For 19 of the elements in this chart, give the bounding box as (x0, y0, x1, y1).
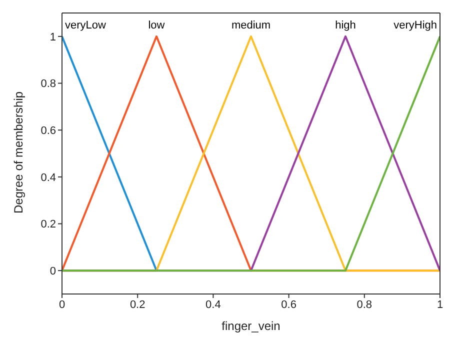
y-tick-label: 0.2 (40, 218, 56, 231)
y-tick-label: 0.4 (40, 172, 56, 184)
y-tick-label: 0.6 (40, 124, 56, 137)
y-tick-label: 1 (50, 31, 56, 44)
series-label: veryHigh (394, 19, 437, 32)
y-tick-label: 0 (50, 265, 56, 278)
series-label: medium (231, 19, 271, 32)
x-tick-label: 0 (58, 298, 66, 311)
x-tick-label: 0.6 (281, 298, 296, 311)
series-label: high (335, 19, 356, 32)
x-tick-label: 0.2 (130, 298, 146, 311)
series-label: veryLow (65, 19, 106, 32)
y-tick-label: 0.8 (40, 78, 56, 90)
x-tick-label: 0.8 (356, 298, 372, 311)
x-tick-label: 0.4 (206, 298, 221, 311)
x-tick-label: 1 (436, 298, 444, 311)
y-axis-title: Degree of membership (11, 91, 26, 214)
x-axis-title: finger_vein (222, 319, 280, 333)
series-label: low (148, 19, 165, 32)
